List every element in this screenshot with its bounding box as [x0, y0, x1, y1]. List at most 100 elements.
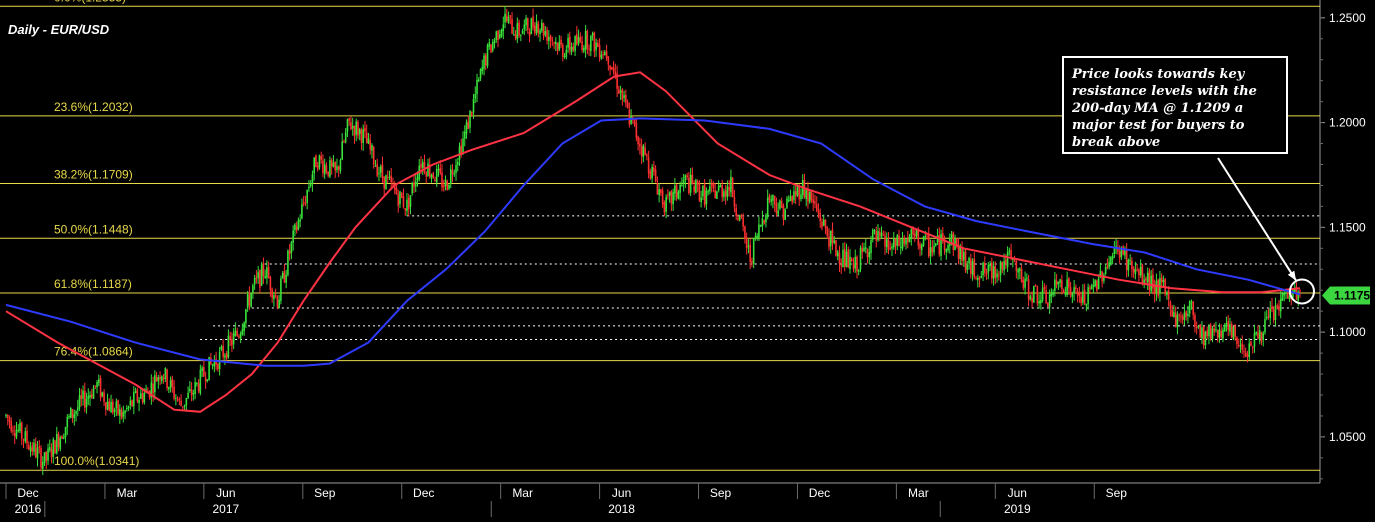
candle-body	[956, 238, 958, 247]
candle-body	[1148, 271, 1151, 291]
candle-body	[1145, 278, 1147, 281]
candle-body	[940, 234, 942, 257]
candle-body	[393, 185, 396, 190]
fib-level-label: 0.0%(1.2555)	[54, 0, 126, 4]
fib-level-label: 23.6%(1.2032)	[54, 100, 133, 114]
candle-body	[20, 422, 23, 439]
candle-body	[325, 165, 328, 173]
candle-body	[574, 36, 576, 52]
candle-body	[217, 363, 219, 370]
candle-body	[735, 207, 737, 217]
candle-body	[1054, 279, 1056, 291]
candle-body	[392, 183, 394, 185]
candle-body	[470, 112, 473, 115]
candle-body	[1215, 329, 1217, 331]
candle-body	[502, 24, 505, 32]
candle-body	[1094, 280, 1096, 287]
candle-body	[162, 378, 165, 380]
x-tick-label: Sep	[1106, 486, 1128, 500]
candle-body	[719, 185, 722, 188]
candle-body	[763, 220, 765, 224]
candle-body	[567, 37, 569, 48]
candle-body	[15, 429, 18, 438]
candle-body	[898, 235, 900, 247]
candle-body	[887, 239, 890, 250]
candle-body	[360, 129, 363, 143]
candle-body	[957, 245, 960, 259]
candle-body	[113, 409, 116, 412]
candle-body	[665, 196, 667, 212]
candle-body	[397, 194, 400, 206]
candle-body	[908, 236, 911, 243]
candle-body	[47, 448, 49, 461]
candle-body	[378, 172, 380, 174]
candle-body	[607, 56, 610, 65]
candle-body	[311, 174, 314, 184]
candle-body	[560, 39, 562, 45]
candle-body	[1278, 305, 1280, 311]
candle-body	[716, 191, 718, 199]
candle-body	[441, 172, 443, 188]
candle-body	[922, 236, 925, 246]
candle-body	[1085, 303, 1088, 306]
candle-body	[642, 145, 645, 158]
candle-body	[1111, 255, 1114, 260]
candle-body	[684, 175, 687, 181]
candle-body	[1264, 319, 1266, 333]
candle-body	[843, 249, 846, 267]
candle-body	[721, 184, 723, 197]
candle-body	[1080, 296, 1082, 304]
candle-body	[831, 229, 834, 243]
candle-body	[343, 141, 345, 143]
candle-body	[1127, 259, 1130, 271]
candle-body	[1131, 260, 1133, 270]
candle-body	[1062, 289, 1065, 293]
candle-body	[838, 253, 841, 264]
candle-body	[379, 166, 382, 173]
candle-body	[1003, 261, 1005, 271]
candle-body	[1061, 280, 1063, 290]
candle-body	[33, 442, 35, 452]
candle-body	[341, 141, 343, 160]
candle-body	[355, 121, 358, 135]
candle-body	[136, 389, 139, 402]
candle-body	[484, 55, 487, 66]
candle-body	[724, 190, 727, 197]
candle-body	[280, 278, 282, 301]
candle-body	[383, 176, 386, 189]
candle-body	[273, 295, 275, 300]
candle-body	[1064, 293, 1067, 295]
fib-level-label: 50.0%(1.1448)	[54, 222, 133, 236]
candle-body	[836, 251, 839, 256]
candle-body	[71, 409, 74, 418]
candle-body	[316, 165, 319, 170]
candle-body	[777, 210, 779, 215]
candle-body	[602, 54, 604, 56]
candle-body	[583, 47, 585, 52]
candle-body	[295, 226, 298, 231]
candle-body	[934, 243, 937, 246]
candle-body	[899, 246, 902, 248]
candle-body	[702, 186, 704, 197]
candle-body	[166, 369, 168, 388]
candle-body	[870, 240, 872, 254]
candle-body	[682, 180, 685, 184]
candle-body	[705, 190, 708, 205]
candle-body	[532, 16, 534, 28]
candle-body	[810, 190, 813, 201]
candle-body	[1271, 306, 1273, 310]
candle-body	[712, 182, 715, 189]
candle-body	[336, 166, 338, 170]
candle-body	[749, 244, 751, 263]
candle-body	[903, 237, 906, 244]
candle-body	[134, 391, 137, 393]
candle-body	[357, 121, 359, 136]
candle-body	[842, 249, 844, 268]
candle-body	[399, 191, 401, 205]
candle-body	[1160, 277, 1163, 283]
candle-body	[6, 414, 9, 418]
candle-body	[663, 202, 666, 213]
candle-body	[1220, 331, 1223, 338]
candle-body	[175, 398, 177, 400]
candle-body	[658, 189, 660, 196]
